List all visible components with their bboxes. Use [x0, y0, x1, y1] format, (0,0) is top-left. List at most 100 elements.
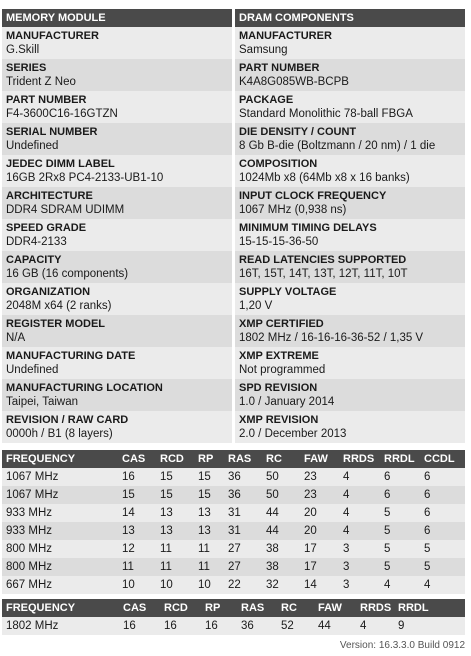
table-row: 1067 MHz 15 15 15 36 50 23 4 6 6 — [2, 486, 465, 504]
table-cell: 44 — [262, 504, 300, 522]
version-label: Version: 16.3.3.0 Build 0912 — [339, 640, 465, 651]
row-value: F4-3600C16-16GTZN — [6, 108, 118, 120]
timing-table: FREQUENCY CAS RCD RP RAS RC FAW RRDS RRD… — [2, 450, 465, 594]
info-row: MANUFACTURING LOCATION Taipei, Taiwan — [2, 379, 232, 411]
col-cas: CAS — [119, 599, 160, 617]
table-cell: 20 — [300, 504, 339, 522]
table-cell: 31 — [224, 522, 262, 540]
col-ccdl: CCDL — [420, 450, 465, 468]
info-row: SPD REVISION 1.0 / January 2014 — [235, 379, 465, 411]
info-row: ARCHITECTURE DDR4 SDRAM UDIMM — [2, 187, 232, 219]
table-cell: 16 — [118, 468, 156, 486]
col-rrds: RRDS — [356, 599, 394, 617]
table-cell: 20 — [300, 522, 339, 540]
info-row: MANUFACTURER G.Skill — [2, 27, 232, 59]
row-value: Undefined — [6, 364, 59, 376]
table-cell: 1067 MHz — [2, 468, 118, 486]
table-cell: 15 — [118, 486, 156, 504]
info-row: ORGANIZATION 2048M x64 (2 ranks) — [2, 283, 232, 315]
row-value: 16T, 15T, 14T, 13T, 12T, 11T, 10T — [239, 268, 408, 280]
info-row: JEDEC DIMM LABEL 16GB 2Rx8 PC4-2133-UB1-1… — [2, 155, 232, 187]
table-cell: 27 — [224, 558, 262, 576]
table-cell: 36 — [224, 486, 262, 504]
row-value: 1802 MHz / 16-16-16-36-52 / 1,35 V — [239, 332, 424, 344]
table-cell: 11 — [156, 558, 194, 576]
info-row: SPEED GRADE DDR4-2133 — [2, 219, 232, 251]
table-cell: 13 — [194, 522, 224, 540]
xmp-header-row: FREQUENCY CAS RCD RP RAS RC FAW RRDS RRD… — [2, 599, 465, 617]
row-label: SPD REVISION — [239, 382, 318, 394]
table-cell: 13 — [156, 504, 194, 522]
row-value: 2048M x64 (2 ranks) — [6, 300, 112, 312]
dram-components-header: DRAM COMPONENTS — [235, 9, 465, 27]
table-cell: 3 — [339, 558, 380, 576]
info-row: SUPPLY VOLTAGE 1,20 V — [235, 283, 465, 315]
row-value: Undefined — [6, 140, 59, 152]
row-label: SUPPLY VOLTAGE — [239, 286, 337, 298]
row-label: PART NUMBER — [6, 94, 87, 106]
row-label: XMP REVISION — [239, 414, 319, 426]
info-row: CAPACITY 16 GB (16 components) — [2, 251, 232, 283]
row-value: 1.0 / January 2014 — [239, 396, 335, 408]
table-cell: 13 — [156, 522, 194, 540]
row-value: Samsung — [239, 44, 288, 56]
table-cell: 16 — [119, 617, 160, 635]
col-faw: FAW — [300, 450, 339, 468]
table-cell: 6 — [380, 486, 420, 504]
info-row: READ LATENCIES SUPPORTED 16T, 15T, 14T, 1… — [235, 251, 465, 283]
table-cell: 10 — [194, 576, 224, 594]
row-label: MANUFACTURER — [239, 30, 332, 42]
table-cell: 16 — [201, 617, 237, 635]
row-label: READ LATENCIES SUPPORTED — [239, 254, 407, 266]
row-value: Not programmed — [239, 364, 326, 376]
table-cell: 23 — [300, 468, 339, 486]
table-cell: 52 — [277, 617, 314, 635]
row-value: K4A8G085WB-BCPB — [239, 76, 349, 88]
table-cell: 13 — [118, 522, 156, 540]
col-ras: RAS — [224, 450, 262, 468]
info-row: MINIMUM TIMING DELAYS 15-15-15-36-50 — [235, 219, 465, 251]
col-ras: RAS — [237, 599, 277, 617]
row-label: XMP EXTREME — [239, 350, 319, 362]
row-label: MANUFACTURING DATE — [6, 350, 136, 362]
table-cell: 6 — [380, 468, 420, 486]
row-label: PACKAGE — [239, 94, 294, 106]
table-cell: 9 — [394, 617, 465, 635]
table-cell: 17 — [300, 540, 339, 558]
row-label: CAPACITY — [6, 254, 62, 266]
row-label: SPEED GRADE — [6, 222, 87, 234]
table-cell: 27 — [224, 540, 262, 558]
table-cell: 50 — [262, 468, 300, 486]
info-row: XMP CERTIFIED 1802 MHz / 16-16-16-36-52 /… — [235, 315, 465, 347]
table-cell: 32 — [262, 576, 300, 594]
info-row: XMP REVISION 2.0 / December 2013 — [235, 411, 465, 443]
table-cell: 4 — [339, 486, 380, 504]
table-cell: 800 MHz — [2, 540, 118, 558]
table-cell: 1802 MHz — [2, 617, 119, 635]
table-cell: 38 — [262, 558, 300, 576]
table-cell: 4 — [339, 504, 380, 522]
info-row: SERIES Trident Z Neo — [2, 59, 232, 91]
row-value: N/A — [6, 332, 26, 344]
table-cell: 10 — [156, 576, 194, 594]
xmp-timing-table: FREQUENCY CAS RCD RP RAS RC FAW RRDS RRD… — [2, 599, 465, 635]
table-cell: 15 — [156, 468, 194, 486]
table-cell: 4 — [356, 617, 394, 635]
table-cell: 31 — [224, 504, 262, 522]
row-label: MANUFACTURER — [6, 30, 99, 42]
table-row: 667 MHz 10 10 10 22 32 14 3 4 4 — [2, 576, 465, 594]
table-cell: 36 — [224, 468, 262, 486]
info-row: MANUFACTURER Samsung — [235, 27, 465, 59]
table-cell: 4 — [380, 576, 420, 594]
table-cell: 667 MHz — [2, 576, 118, 594]
table-cell: 6 — [420, 522, 465, 540]
row-value: 2.0 / December 2013 — [239, 428, 347, 440]
table-cell: 36 — [237, 617, 277, 635]
table-cell: 5 — [380, 540, 420, 558]
table-cell: 933 MHz — [2, 504, 118, 522]
info-row: PART NUMBER K4A8G085WB-BCPB — [235, 59, 465, 91]
info-row: REGISTER MODEL N/A — [2, 315, 232, 347]
table-cell: 1067 MHz — [2, 486, 118, 504]
row-label: COMPOSITION — [239, 158, 318, 170]
info-row: PACKAGE Standard Monolithic 78-ball FBGA — [235, 91, 465, 123]
